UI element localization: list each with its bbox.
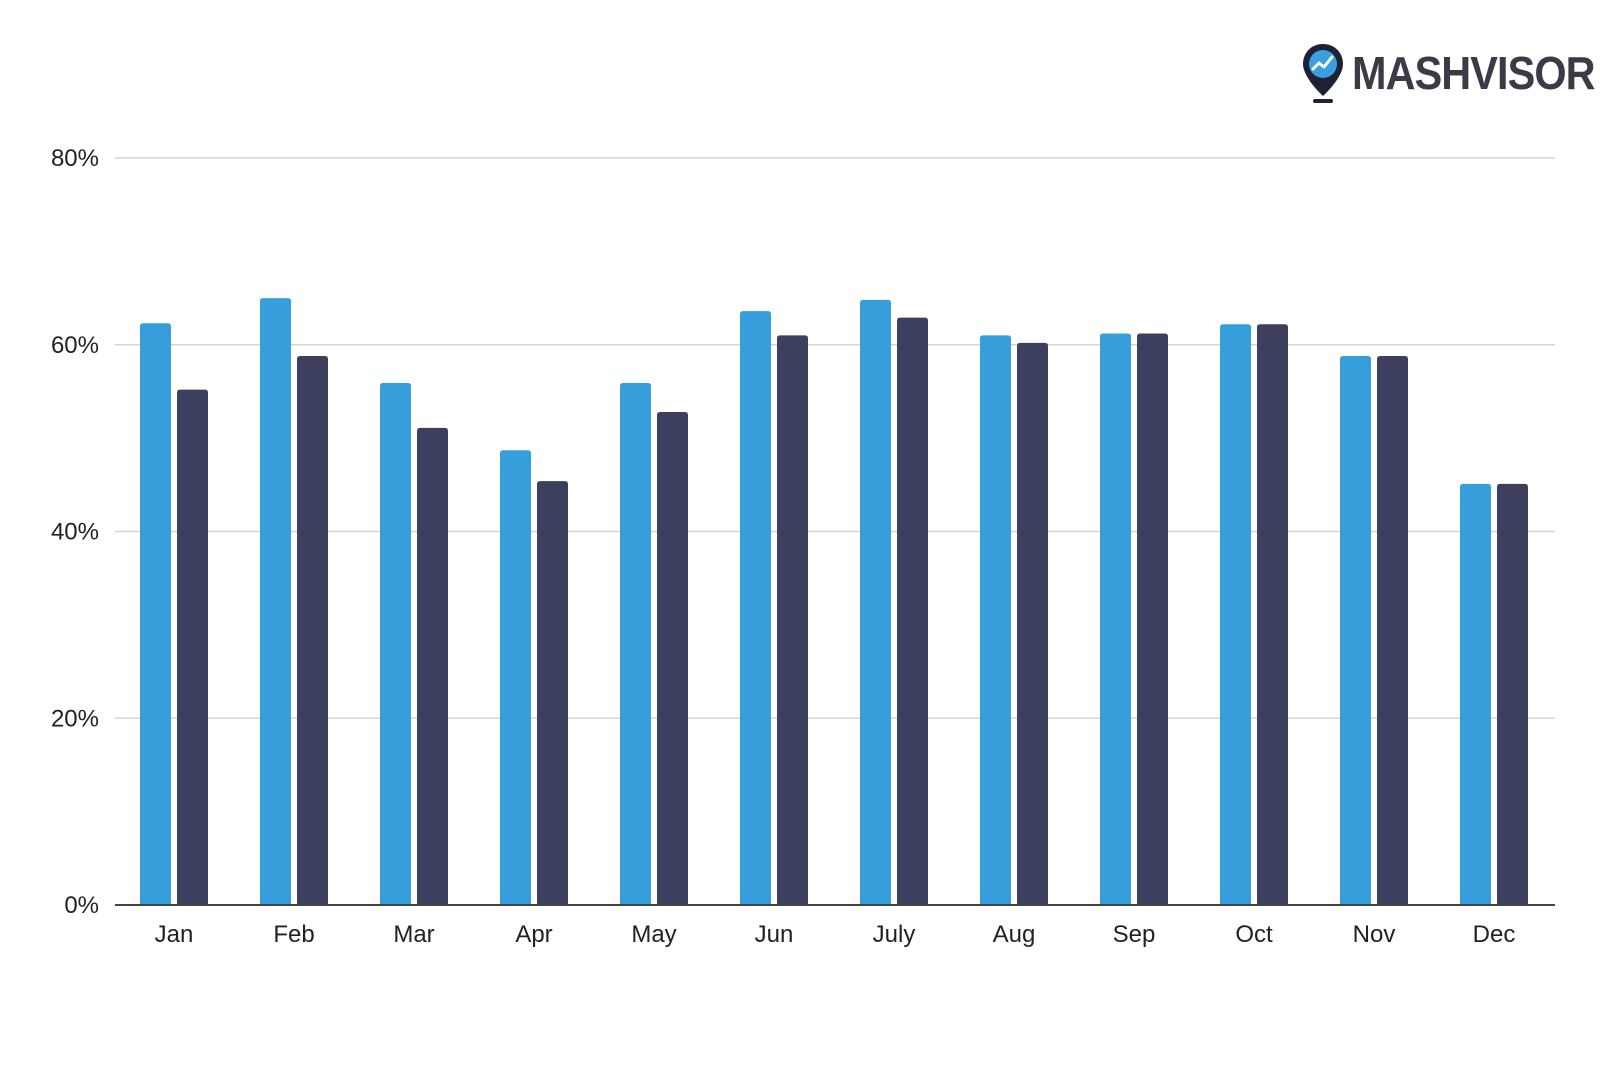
bar-dec-series-2 [1497, 483, 1528, 905]
axes: 0% 20% 40% 60% 80% Jan Feb Mar Apr May Jun July Aug S… [51, 145, 1555, 948]
map-pin-chart-icon [1303, 44, 1343, 103]
x-tick-label: Dec [1473, 921, 1516, 948]
x-tick-label: Sep [1113, 921, 1156, 948]
x-tick-label: Nov [1353, 921, 1396, 948]
x-tick-label: Mar [393, 921, 434, 948]
bar-apr-series-1 [500, 450, 531, 905]
bar-aug-series-2 [1017, 342, 1048, 905]
y-tick-label: 0% [64, 892, 99, 919]
y-tick-label: 80% [51, 145, 99, 172]
x-tick-label: Feb [273, 921, 314, 948]
bar-may-series-1 [620, 383, 651, 905]
brand-name: MASHVISOR [1352, 47, 1596, 99]
bar-jun-series-1 [740, 311, 771, 905]
x-tick-label: Apr [515, 921, 552, 948]
bar-oct-series-2 [1257, 324, 1288, 905]
bar-nov-series-1 [1340, 355, 1371, 906]
bar-feb-series-1 [260, 298, 291, 905]
bar-aug-series-1 [980, 335, 1011, 906]
bar-sep-series-1 [1100, 333, 1131, 905]
bar-jan-series-1 [140, 323, 171, 905]
gridlines [115, 157, 1555, 719]
x-tick-label: July [873, 921, 916, 948]
bar-dec-series-1 [1460, 483, 1491, 905]
y-tick-label: 60% [51, 332, 99, 359]
bar-feb-series-2 [297, 355, 328, 906]
x-tick-label: Aug [993, 921, 1036, 948]
bar-mar-series-2 [417, 427, 448, 905]
bar-may-series-2 [657, 411, 688, 905]
x-tick-label: Oct [1235, 921, 1273, 948]
bar-nov-series-2 [1377, 355, 1408, 906]
x-tick-label: May [631, 921, 676, 948]
bar-apr-series-2 [537, 481, 568, 905]
y-tick-label: 20% [51, 705, 99, 732]
bar-mar-series-1 [380, 383, 411, 905]
bar-jun-series-2 [777, 335, 808, 906]
brand-logo: MASHVISOR [1300, 40, 1600, 106]
x-tick-label: Jun [755, 921, 794, 948]
x-tick-label: Jan [155, 921, 194, 948]
y-tick-label: 40% [51, 519, 99, 546]
bar-july-series-2 [897, 317, 928, 905]
bar-sep-series-2 [1137, 333, 1168, 905]
bar-oct-series-1 [1220, 324, 1251, 905]
bars [140, 298, 1528, 906]
bar-july-series-1 [860, 299, 891, 905]
bar-jan-series-2 [177, 389, 208, 905]
